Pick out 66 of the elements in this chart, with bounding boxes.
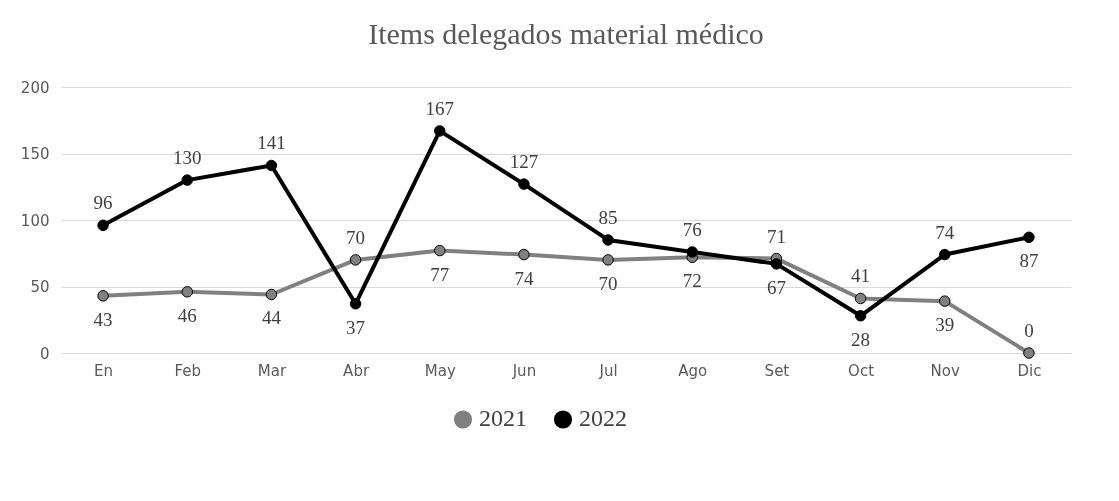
point — [349, 298, 362, 310]
x-tick-label: Mar — [257, 361, 287, 380]
point — [939, 295, 951, 307]
y-tick-label: 0 — [39, 344, 50, 363]
data-label: 39 — [935, 314, 955, 336]
x-tick-label: Jun — [511, 361, 537, 380]
data-label: 28 — [851, 328, 871, 350]
data-label: 37 — [346, 316, 366, 338]
x-tick-label: Oct — [848, 361, 875, 380]
point — [1023, 231, 1035, 244]
point — [602, 254, 614, 266]
data-label: 70 — [598, 272, 618, 294]
point — [434, 244, 446, 257]
data-label: 87 — [1019, 250, 1039, 272]
data-label: 71 — [766, 225, 786, 247]
x-tick-label: Feb — [174, 361, 202, 380]
point — [518, 178, 530, 190]
x-tick-label: Dic — [1017, 361, 1042, 380]
legend-label: 2022 — [579, 405, 627, 432]
data-label: 74 — [935, 221, 955, 243]
point — [686, 246, 698, 258]
point — [602, 234, 614, 246]
x-tick-label: Set — [764, 361, 790, 380]
point — [181, 174, 193, 186]
point — [97, 219, 109, 232]
data-label: 127 — [509, 151, 539, 173]
point — [97, 290, 109, 302]
data-label: 43 — [93, 308, 113, 330]
data-label: 0 — [1024, 320, 1034, 341]
point — [434, 125, 446, 137]
point — [854, 310, 867, 322]
chart-title: Items delegados material médico — [368, 17, 764, 50]
point — [939, 248, 951, 261]
y-tick-label: 150 — [20, 145, 50, 163]
data-label: 70 — [346, 226, 366, 248]
data-label: 74 — [514, 267, 534, 289]
data-label: 67 — [766, 276, 786, 298]
y-tick-label: 100 — [20, 211, 50, 230]
data-label: 41 — [851, 265, 871, 287]
x-tick-label: Nov — [930, 361, 961, 380]
x-tick-label: Jul — [598, 361, 618, 380]
y-tick-label: 200 — [20, 78, 50, 97]
point — [181, 286, 193, 298]
point — [1023, 347, 1035, 359]
point — [349, 254, 362, 266]
data-label: 77 — [430, 263, 450, 285]
data-label: 96 — [93, 192, 113, 214]
data-label: 76 — [682, 218, 702, 240]
y-tick-label: 50 — [30, 278, 50, 296]
point — [770, 258, 783, 270]
x-tick-label: Ago — [678, 361, 708, 380]
point — [518, 248, 530, 261]
data-label: 44 — [261, 307, 282, 329]
data-label: 167 — [425, 97, 454, 119]
data-label: 46 — [177, 304, 197, 326]
data-label: 72 — [682, 270, 702, 292]
point — [265, 288, 278, 301]
x-tick-label: En — [94, 361, 114, 380]
data-label: 130 — [173, 147, 202, 169]
data-label: 141 — [257, 132, 286, 154]
point — [854, 292, 867, 305]
point — [265, 159, 278, 172]
x-tick-label: Abr — [343, 361, 370, 380]
legend-label: 2021 — [479, 405, 527, 432]
data-label: 85 — [598, 206, 618, 228]
x-tick-label: May — [424, 361, 456, 380]
